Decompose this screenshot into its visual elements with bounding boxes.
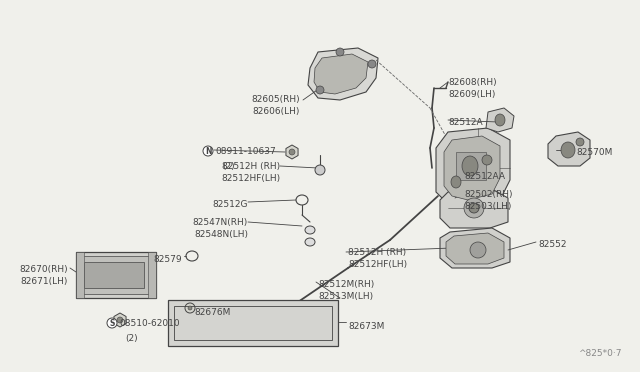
- Bar: [456, 152, 486, 180]
- Text: 82579: 82579: [154, 255, 182, 264]
- Ellipse shape: [464, 198, 484, 218]
- Ellipse shape: [188, 306, 192, 310]
- Polygon shape: [286, 145, 298, 159]
- Text: 82512H (RH): 82512H (RH): [222, 162, 280, 171]
- Ellipse shape: [316, 86, 324, 94]
- Text: 82609(LH): 82609(LH): [448, 90, 495, 99]
- Ellipse shape: [185, 303, 195, 313]
- Text: 08911-10637: 08911-10637: [215, 147, 276, 155]
- Text: 82512AA: 82512AA: [464, 172, 505, 181]
- Polygon shape: [440, 228, 510, 268]
- Text: 82512HF(LH): 82512HF(LH): [221, 174, 280, 183]
- Bar: [174, 306, 332, 340]
- Text: 82552: 82552: [538, 240, 566, 249]
- Ellipse shape: [117, 317, 123, 323]
- Polygon shape: [436, 128, 510, 208]
- Ellipse shape: [451, 176, 461, 188]
- Text: 82547N(RH): 82547N(RH): [193, 218, 248, 227]
- Bar: [168, 300, 338, 346]
- Ellipse shape: [305, 238, 315, 246]
- Text: 82605(RH): 82605(RH): [252, 95, 300, 104]
- Polygon shape: [486, 108, 514, 132]
- Text: (2): (2): [125, 334, 138, 343]
- Text: 82503(LH): 82503(LH): [464, 202, 511, 211]
- Bar: [76, 252, 84, 298]
- Polygon shape: [444, 136, 500, 200]
- Text: N: N: [205, 147, 211, 155]
- Ellipse shape: [561, 142, 575, 158]
- Text: 82673M: 82673M: [348, 322, 385, 331]
- Text: (2): (2): [222, 162, 235, 171]
- Ellipse shape: [368, 60, 376, 68]
- Text: 82512G: 82512G: [212, 200, 248, 209]
- Ellipse shape: [107, 318, 117, 328]
- Text: 82512A: 82512A: [448, 118, 483, 127]
- Ellipse shape: [289, 149, 295, 155]
- Ellipse shape: [470, 242, 486, 258]
- Polygon shape: [548, 132, 590, 166]
- Text: 82608(RH): 82608(RH): [448, 78, 497, 87]
- Ellipse shape: [315, 165, 325, 175]
- Text: 82671(LH): 82671(LH): [20, 277, 68, 286]
- Text: 82512H (RH): 82512H (RH): [348, 248, 406, 257]
- Text: 82570M: 82570M: [576, 148, 612, 157]
- Text: 82512M(RH): 82512M(RH): [318, 280, 374, 289]
- Text: 08510-62010: 08510-62010: [119, 318, 180, 327]
- Bar: [76, 252, 156, 298]
- Text: 82670(RH): 82670(RH): [19, 265, 68, 274]
- Ellipse shape: [203, 146, 213, 156]
- Text: 82548N(LH): 82548N(LH): [194, 230, 248, 239]
- Ellipse shape: [336, 48, 344, 56]
- Polygon shape: [440, 188, 508, 228]
- Text: 82513M(LH): 82513M(LH): [318, 292, 373, 301]
- Polygon shape: [314, 54, 368, 94]
- Bar: [80, 256, 152, 294]
- Text: S: S: [109, 318, 115, 327]
- Text: 82512HF(LH): 82512HF(LH): [348, 260, 407, 269]
- Text: ^825*0·7: ^825*0·7: [579, 349, 622, 358]
- Ellipse shape: [482, 155, 492, 165]
- Bar: [84, 262, 144, 288]
- Text: 82502(RH): 82502(RH): [464, 190, 513, 199]
- Polygon shape: [308, 48, 378, 100]
- Ellipse shape: [462, 156, 478, 176]
- Ellipse shape: [576, 138, 584, 146]
- Bar: [148, 252, 156, 298]
- Polygon shape: [114, 313, 126, 327]
- Ellipse shape: [305, 226, 315, 234]
- Text: 82606(LH): 82606(LH): [253, 107, 300, 116]
- Ellipse shape: [469, 203, 479, 213]
- Ellipse shape: [495, 114, 505, 126]
- Polygon shape: [446, 233, 504, 264]
- Text: 82676M: 82676M: [194, 308, 230, 317]
